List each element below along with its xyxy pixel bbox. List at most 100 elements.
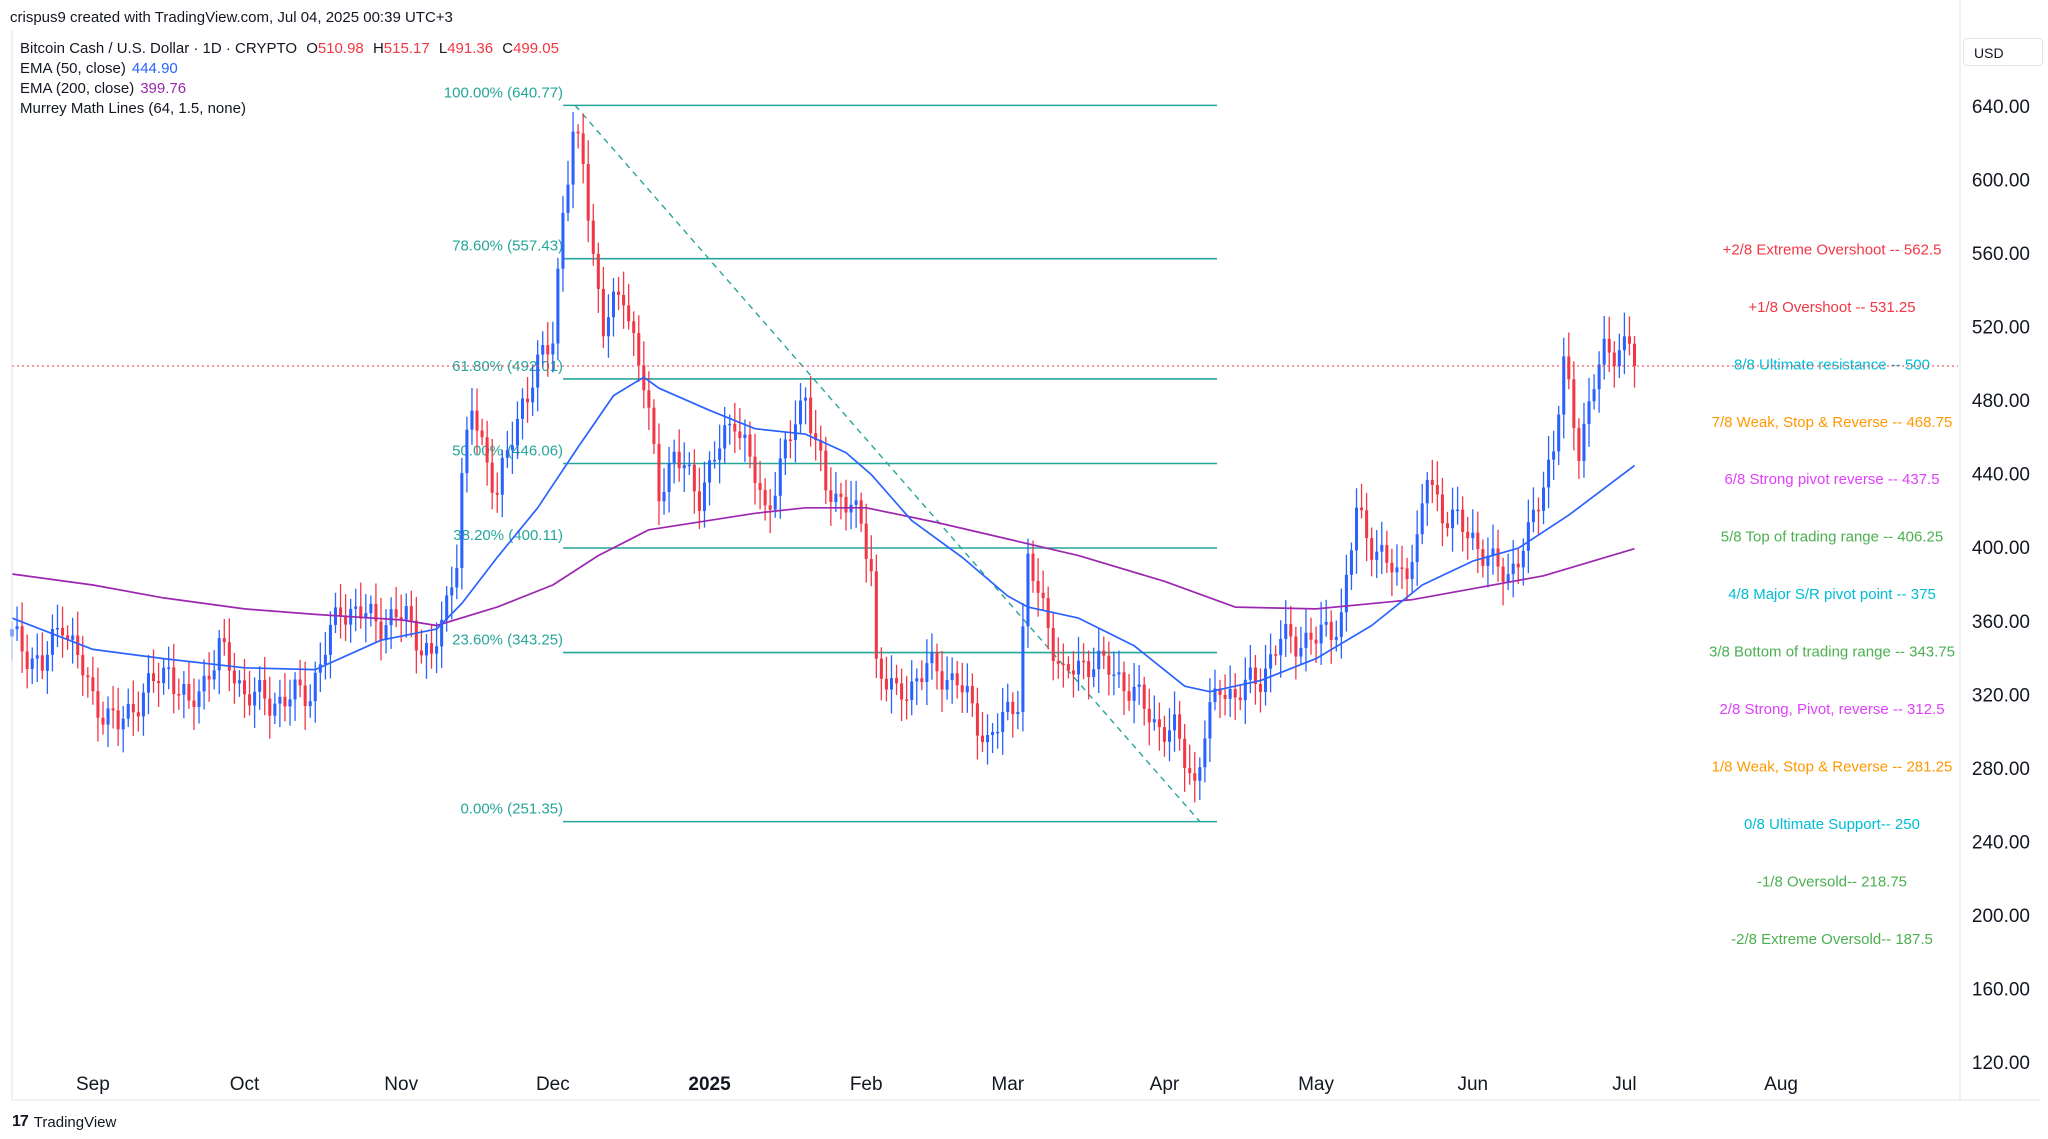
candle-body xyxy=(1248,667,1252,680)
candle-body xyxy=(1299,647,1303,657)
time-tick-label: Feb xyxy=(850,1074,883,1095)
candle-body xyxy=(1127,691,1131,701)
candle-body xyxy=(1501,566,1505,582)
indicator-ema200[interactable]: EMA (200, close) 399.76 xyxy=(20,80,186,97)
candle-body xyxy=(945,680,949,690)
candle-body xyxy=(1071,670,1075,675)
candle-body xyxy=(617,291,621,295)
candle-body xyxy=(1602,338,1606,365)
candle-body xyxy=(121,718,125,730)
time-axis[interactable]: Sep Oct Nov Dec 2025 Feb Mar Apr May Jun Jul Aug xyxy=(12,1074,2040,1101)
candle-body xyxy=(905,699,909,702)
close-value: 499.05 xyxy=(513,40,559,57)
candle-body xyxy=(1314,639,1318,644)
candle-body xyxy=(1309,632,1313,640)
murrey-math-labels: +2/8 Extreme Overshoot -- 562.5 +1/8 Over… xyxy=(1709,241,1955,948)
candle-body xyxy=(15,626,19,630)
candle-body xyxy=(242,680,247,695)
candle-body xyxy=(556,268,560,344)
indicator-label: EMA (50, close) xyxy=(20,60,126,77)
time-tick-label: Oct xyxy=(230,1074,260,1095)
candle-body xyxy=(884,678,888,690)
candle-body xyxy=(490,462,494,493)
fib-trend-line xyxy=(574,104,1201,823)
candle-body xyxy=(1542,487,1546,511)
candle-body xyxy=(536,354,540,388)
candle-body xyxy=(510,445,514,451)
candle-body xyxy=(869,559,873,572)
candle-body xyxy=(960,685,964,693)
candle-body xyxy=(748,434,752,457)
candle-body xyxy=(288,699,292,707)
candle-body xyxy=(485,437,489,463)
candle-body xyxy=(1344,574,1348,613)
candle-body xyxy=(248,694,252,706)
price-tick-label: 120.00 xyxy=(1972,1053,2030,1074)
candle-body xyxy=(864,523,868,560)
candle-body xyxy=(940,671,944,690)
candle-body xyxy=(566,184,570,213)
candle-body xyxy=(1380,544,1384,552)
candle-body xyxy=(738,431,742,439)
candle-body xyxy=(470,410,474,430)
price-axis[interactable]: 640.00 600.00 560.00 520.00 480.00 440.00 400.… xyxy=(11,0,2030,1100)
symbol-title[interactable]: Bitcoin Cash / U.S. Dollar · 1D · CRYPTO xyxy=(20,40,298,57)
candle-body xyxy=(1162,727,1166,742)
candle-body xyxy=(273,703,277,716)
high-label: H xyxy=(372,40,384,57)
candle-body xyxy=(996,731,1000,734)
candle-body xyxy=(455,567,459,588)
candle-body xyxy=(1031,553,1035,581)
candle-body xyxy=(1208,702,1212,739)
candle-body xyxy=(445,595,449,620)
candle-body xyxy=(1223,694,1227,699)
candle-body xyxy=(1385,544,1389,563)
candle-body xyxy=(1036,580,1040,593)
ema-50-line xyxy=(11,376,1636,693)
candle-body xyxy=(1253,667,1257,685)
indicator-murrey[interactable]: Murrey Math Lines (64, 1.5, none) xyxy=(20,100,246,117)
price-tick-label: 240.00 xyxy=(1972,833,2030,854)
murrey-level-label: 4/8 Major S/R pivot point -- 375 xyxy=(1728,586,1936,603)
open-value: 510.98 xyxy=(317,40,364,57)
candle-body xyxy=(1587,401,1591,424)
candle-body xyxy=(222,638,226,643)
candle-body xyxy=(1122,672,1126,692)
candle-body xyxy=(232,670,236,684)
candle-body xyxy=(419,650,423,656)
candle-body xyxy=(1339,612,1343,637)
candle-body xyxy=(1456,509,1460,512)
candle-body xyxy=(1183,738,1187,768)
candle-body xyxy=(384,625,388,640)
candle-body xyxy=(950,673,954,681)
tradingview-logo[interactable]: 17 TradingView xyxy=(12,1113,116,1131)
candle-body xyxy=(101,717,105,725)
candle-body xyxy=(1547,459,1551,488)
candle-body xyxy=(1536,509,1540,512)
candle-body xyxy=(1051,627,1055,661)
fib-level-label: 78.60% (557.43) xyxy=(452,238,563,255)
candle-body xyxy=(192,700,196,707)
candle-body xyxy=(424,643,428,656)
candle-body xyxy=(25,651,29,670)
tradingview-mark-icon: 17 xyxy=(12,1113,29,1130)
candle-body xyxy=(1193,773,1197,781)
indicator-ema50[interactable]: EMA (50, close) 444.90 xyxy=(20,60,178,77)
currency-button[interactable]: USD xyxy=(1963,38,2043,66)
candle-body xyxy=(692,464,696,492)
candle-body xyxy=(1632,343,1637,367)
candle-body xyxy=(364,613,368,619)
candle-body xyxy=(1319,624,1323,644)
candle-body xyxy=(1092,669,1096,678)
candle-body xyxy=(1082,660,1086,663)
murrey-level-label: 2/8 Strong, Pivot, reverse -- 312.5 xyxy=(1719,701,1944,718)
candle-body xyxy=(687,464,691,467)
price-tick-label: 520.00 xyxy=(1972,318,2030,339)
candle-body xyxy=(81,655,85,676)
candle-body xyxy=(622,294,626,306)
candle-body xyxy=(1107,655,1111,675)
candle-body xyxy=(935,652,939,672)
candle-body xyxy=(991,731,995,736)
candle-body xyxy=(1066,664,1070,671)
